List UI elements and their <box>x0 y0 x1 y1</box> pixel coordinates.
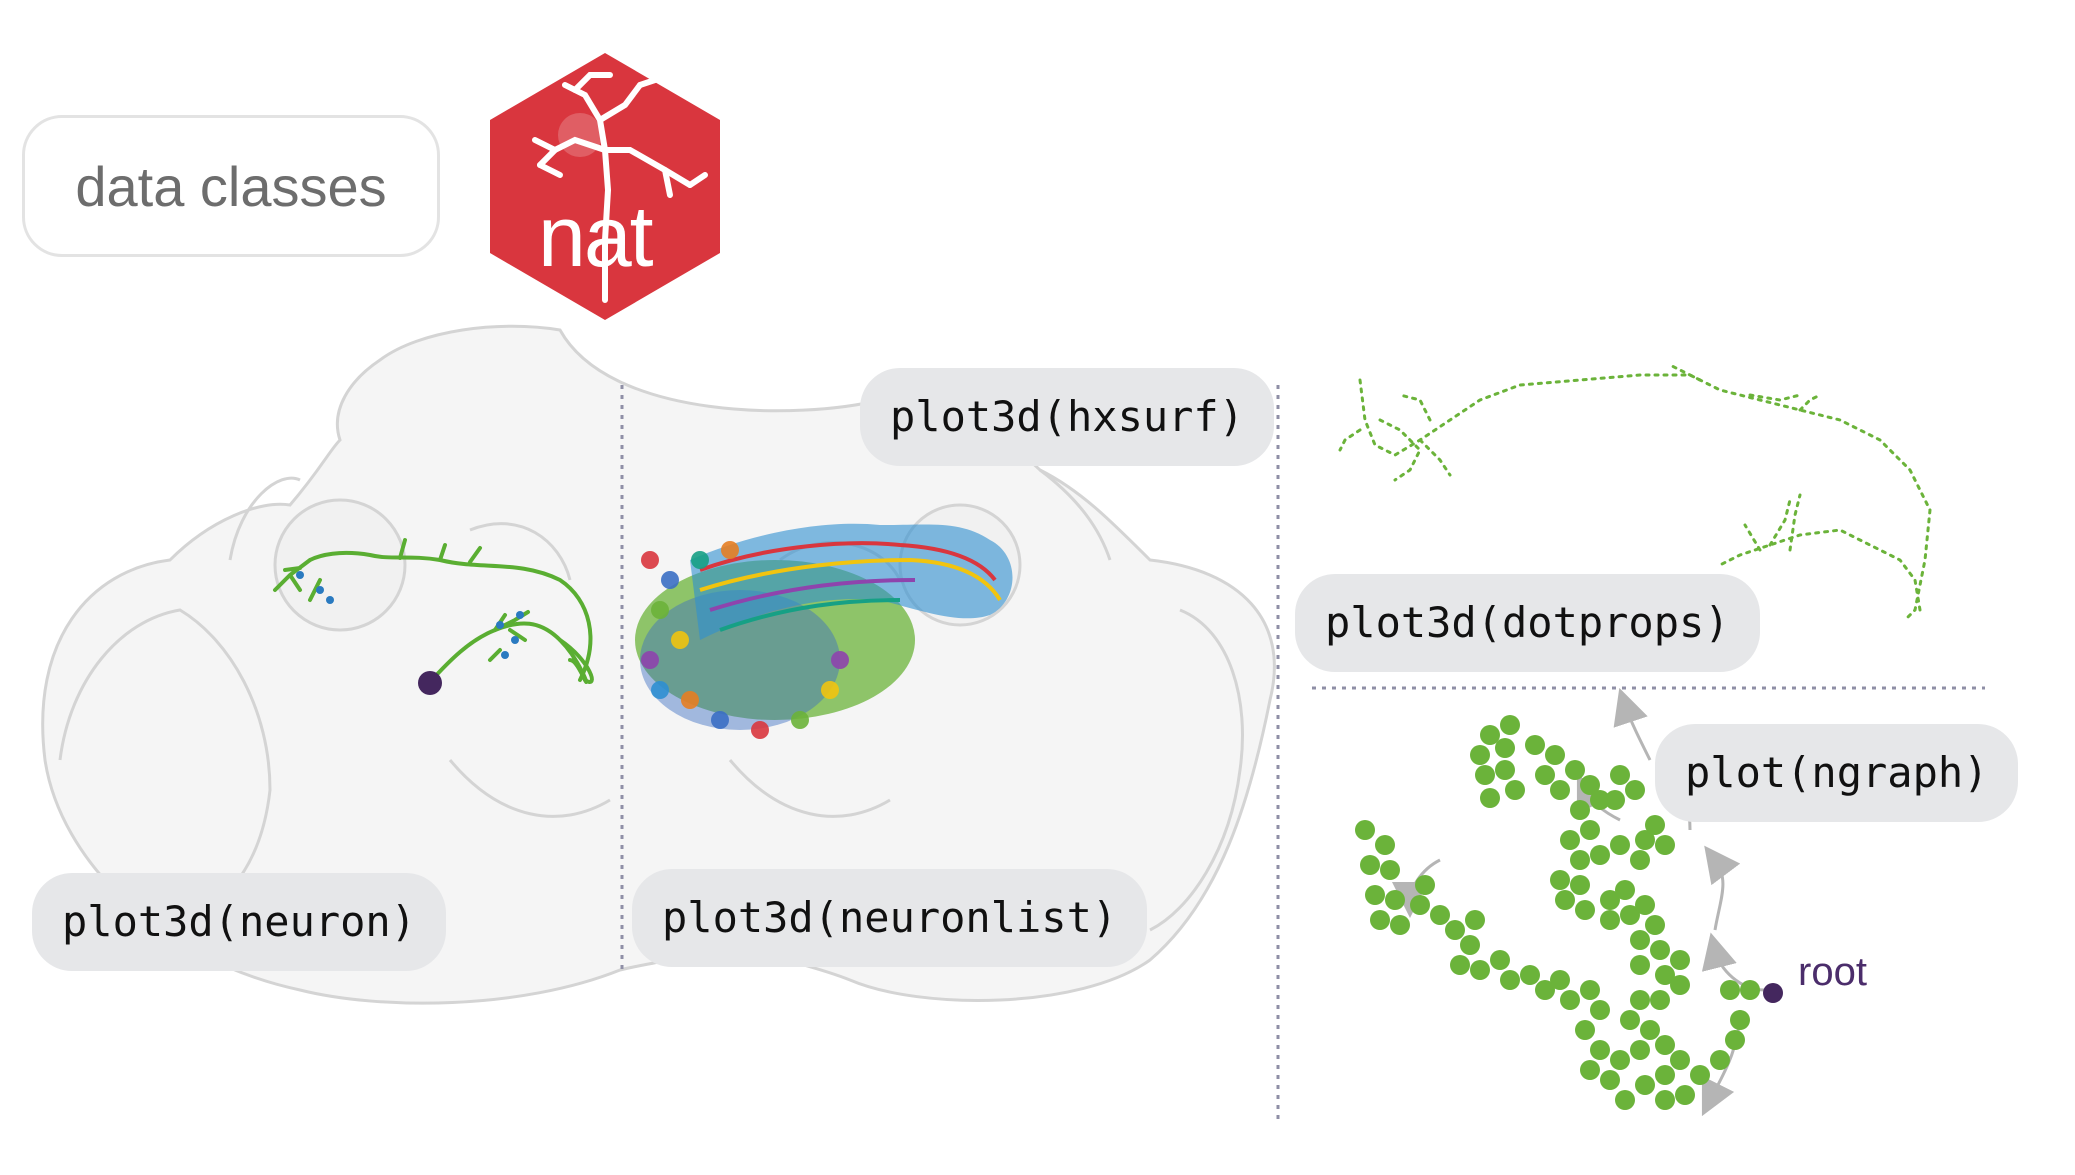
dotprops-points <box>1338 363 1932 622</box>
nat-logo <box>490 53 720 320</box>
logo-text: nat <box>538 189 654 285</box>
neuronlist-bundle <box>635 523 1013 730</box>
label-plot3d-dotprops: plot3d(dotprops) <box>1295 574 1760 672</box>
neuron-node-markers <box>296 571 524 659</box>
label-plot3d-neuronlist: plot3d(neuronlist) <box>632 869 1148 967</box>
ngraph-nodes <box>1355 715 1760 1110</box>
title-box: data classes <box>22 115 440 257</box>
label-plot3d-hxsurf: plot3d(hxsurf) <box>860 368 1275 466</box>
ngraph-root-node <box>1763 983 1783 1003</box>
root-label: root <box>1798 950 1867 994</box>
neuron-skeleton <box>273 538 594 684</box>
neuron-soma <box>418 671 442 695</box>
label-plot3d-neuron: plot3d(neuron) <box>32 873 447 971</box>
neuronlist-somata <box>641 541 849 739</box>
label-plot-ngraph: plot(ngraph) <box>1655 724 2019 822</box>
